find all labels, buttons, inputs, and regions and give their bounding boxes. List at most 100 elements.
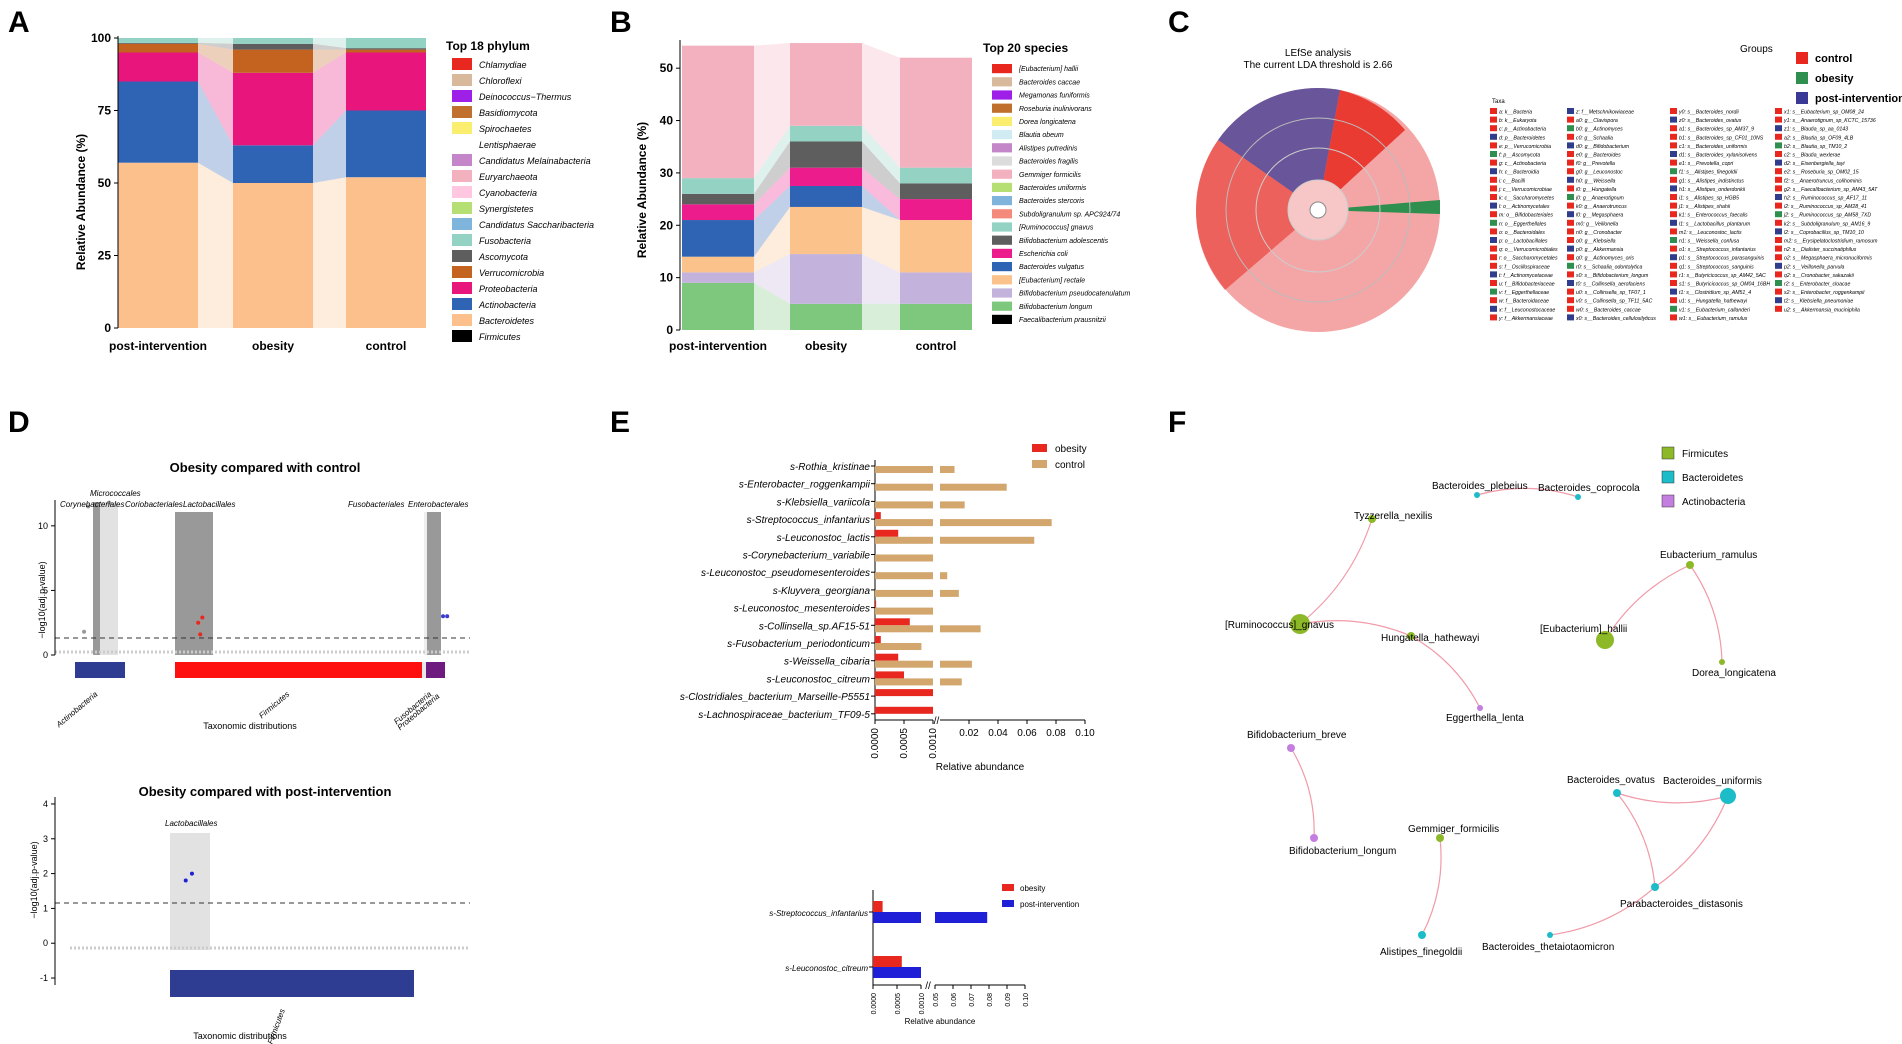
legend-label: Dorea longicatena bbox=[1019, 119, 1076, 126]
x-tick-label-control: control bbox=[366, 339, 407, 353]
taxa-label: s2: s__Enterobacter_roggenkampii bbox=[1784, 290, 1865, 296]
cladogram-control-sector-3 bbox=[1195, 210, 1318, 290]
bar-segment-actinobacteria bbox=[233, 72, 313, 146]
d1-group-label-firmicutes: Firmicutes bbox=[257, 690, 291, 721]
taxa-swatch bbox=[1775, 305, 1782, 312]
taxa-label: x1: s__Eubacterium_sp_OM08_24 bbox=[1783, 110, 1864, 116]
taxa-swatch bbox=[1775, 176, 1782, 183]
taxa-label: h: c__Bacteroidia bbox=[1499, 170, 1539, 176]
taxa-swatch bbox=[1670, 142, 1677, 149]
panel-d1-manhattan: Obesity compared with control −log10(adj… bbox=[37, 460, 470, 732]
taxa-header: Taxa bbox=[1492, 99, 1505, 105]
network-node-dorea-longicatena bbox=[1719, 659, 1725, 665]
bar-control bbox=[875, 589, 933, 597]
legend-label: Chlamydiae bbox=[479, 60, 527, 70]
taxa-swatch bbox=[1490, 176, 1497, 183]
flow-band bbox=[313, 49, 346, 73]
legend-label: Fusobacteria bbox=[479, 236, 531, 246]
y-tick-label: 50 bbox=[98, 176, 112, 190]
flow-band bbox=[862, 303, 900, 330]
taxa-swatch bbox=[1670, 314, 1677, 321]
network-edge bbox=[1549, 886, 1656, 936]
taxa-label: z0: s__Bacteroides_ovatus bbox=[1678, 118, 1742, 124]
taxa-swatch bbox=[1567, 176, 1574, 183]
taxa-swatch bbox=[1670, 305, 1677, 312]
flow-band bbox=[754, 282, 790, 330]
d1-group-actinobacteria bbox=[75, 662, 125, 678]
legend-swatch bbox=[992, 116, 1012, 126]
legend-label: Basidiomycota bbox=[479, 108, 538, 118]
taxa-label: p0: g__Akkermansia bbox=[1575, 247, 1623, 253]
flow-band bbox=[754, 254, 790, 304]
taxa-swatch bbox=[1567, 151, 1574, 157]
f-legend-swatch-firmicutes bbox=[1661, 446, 1675, 460]
taxa-label: b1: s__Bacteroides_sp_CF01_10NS bbox=[1679, 135, 1764, 141]
taxa-label: f0: g__Prevotella bbox=[1576, 161, 1615, 167]
legend-label: Spirochaetes bbox=[479, 124, 532, 134]
legend-swatch bbox=[452, 330, 472, 342]
legend-swatch bbox=[992, 77, 1012, 87]
legend-swatch bbox=[452, 138, 472, 150]
network-label: Bacteroides_ovatus bbox=[1567, 775, 1655, 786]
flow-band bbox=[862, 167, 900, 221]
bar-control bbox=[875, 572, 933, 580]
taxa-label: l0: g__Megasphaera bbox=[1576, 213, 1623, 219]
x-tick-label: 0.10 bbox=[1075, 728, 1095, 739]
taxa-swatch bbox=[1567, 125, 1574, 132]
bar-segment-bifidobacterium-pseudocatenulatum bbox=[900, 220, 972, 273]
taxa-label: e2: s__Roseburia_sp_OM02_15 bbox=[1784, 170, 1859, 176]
d1-points bbox=[82, 500, 450, 637]
category-label: s-Leuconostoc_pseudomesenteroides bbox=[701, 568, 870, 579]
d1-axis: 0 5 10 bbox=[38, 500, 56, 660]
e2-chart: // 0.0000 0.0005 0.0010 0.05 0.06 0.07 0.08 0.09… bbox=[769, 890, 1030, 1014]
taxa-label: q: o__Verrucomicrobiales bbox=[1499, 247, 1558, 253]
legend-label: Gemmiger formicilis bbox=[1019, 172, 1081, 179]
flow-band bbox=[313, 110, 346, 183]
taxa-label: a2: s__Blautia_sp_OF09_4LB bbox=[1784, 135, 1854, 141]
y-tick-label: 0 bbox=[666, 323, 673, 337]
axis-break-mark: // bbox=[934, 716, 940, 727]
category-label: s-Kluyvera_georgiana bbox=[773, 586, 871, 597]
legend-label: Blautia obeum bbox=[1019, 132, 1064, 139]
bar-segment-verrucomicrobia bbox=[233, 43, 313, 50]
x-tick-label: 0.09 bbox=[1005, 993, 1012, 1007]
bar-obesity bbox=[875, 689, 933, 697]
taxa-label: z1: s__Blautia_sp_aa_0143 bbox=[1783, 127, 1848, 133]
taxa-label: d: p__Bacteroidetes bbox=[1499, 135, 1546, 141]
bar-segment-bifidobacterium-adolescentis bbox=[900, 167, 972, 184]
taxa-label: y1: s__Anaerotignum_sp_KCTC_15736 bbox=[1783, 118, 1876, 124]
taxa-label: l2: s__Coprobacillus_sp_TM10_10 bbox=[1784, 230, 1864, 236]
f-legend-firmicutes: Firmicutes bbox=[1682, 449, 1728, 460]
bar-obesity bbox=[875, 671, 904, 679]
network-node-bacteroides-thetaiotaomicron bbox=[1547, 932, 1553, 938]
x-tick-label: 0.0010 bbox=[928, 728, 939, 759]
taxa-swatch bbox=[1670, 219, 1677, 226]
legend-swatch bbox=[452, 298, 472, 310]
category-label: s-Enterobacter_roggenkampii bbox=[739, 480, 871, 491]
legend-label: Cyanobacteria bbox=[479, 188, 537, 198]
legend-swatch bbox=[452, 218, 472, 230]
d1-label-lactobacillales: Lactobacillales bbox=[183, 500, 235, 509]
legend-swatch bbox=[992, 288, 1012, 298]
category-label: s-Streptococcus_infantarius bbox=[769, 909, 868, 918]
flow-band bbox=[198, 81, 233, 183]
category-label: s-Streptococcus_infantarius bbox=[747, 515, 870, 526]
taxa-swatch bbox=[1490, 211, 1497, 218]
taxa-swatch bbox=[1567, 133, 1574, 140]
taxa-swatch bbox=[1490, 288, 1497, 295]
bar-obesity bbox=[875, 653, 899, 661]
flow-band bbox=[313, 52, 346, 146]
legend-swatch bbox=[992, 143, 1012, 153]
d2-axis: -1 0 1 2 3 4 bbox=[40, 797, 56, 985]
cladogram-control-sector bbox=[1318, 90, 1405, 210]
legend-swatch bbox=[992, 103, 1012, 113]
e2-legend-swatch-post bbox=[1002, 900, 1014, 907]
taxa-label: n: o__Eggerthellales bbox=[1499, 221, 1547, 227]
taxa-label: m1: s__Leuconostoc_lactis bbox=[1679, 230, 1742, 236]
panel-e1-bar: // 0.0000 0.0005 0.0010 0.02 0.04 0.06 0.08 0.10… bbox=[680, 444, 1095, 773]
y-tick-label: 40 bbox=[660, 114, 674, 128]
taxa-swatch bbox=[1670, 228, 1677, 235]
network-node-ruminococcus-gnavus bbox=[1290, 614, 1310, 634]
category-label: s-Leuconostoc_citreum bbox=[785, 964, 868, 973]
taxa-label: k0: g__Anaerotruncus bbox=[1576, 204, 1627, 210]
